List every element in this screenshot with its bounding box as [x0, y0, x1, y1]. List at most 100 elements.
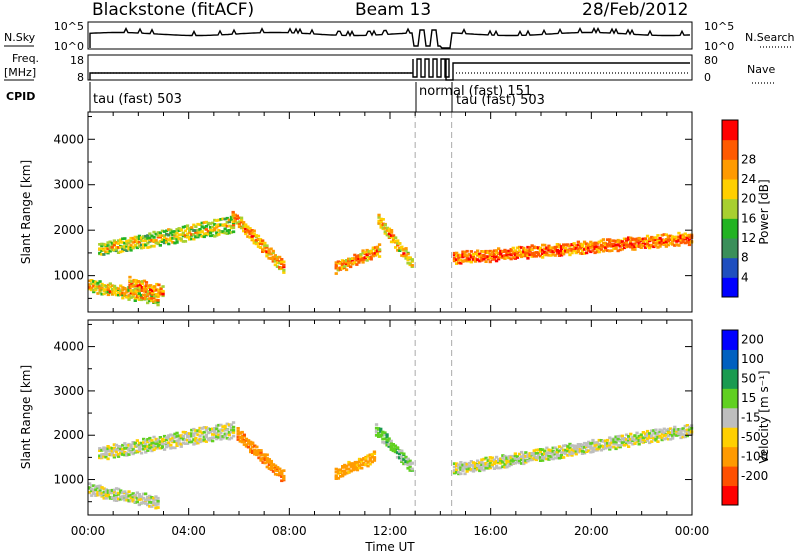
data-cell: [465, 254, 469, 258]
nave-tick-low: 0: [704, 71, 711, 84]
data-cell: [192, 434, 196, 438]
data-cell: [144, 237, 148, 240]
data-cell: [608, 243, 612, 247]
data-cell: [144, 445, 148, 448]
data-cell: [119, 250, 123, 254]
data-cell: [513, 454, 517, 458]
data-cell: [471, 461, 476, 464]
data-cell: [641, 244, 645, 248]
data-cell: [562, 252, 566, 256]
data-cell: [541, 243, 545, 247]
data-cell: [455, 462, 459, 466]
data-cell: [536, 246, 541, 249]
data-cell: [503, 465, 507, 469]
data-cell: [526, 455, 530, 459]
data-cell: [263, 244, 267, 247]
data-cell: [94, 288, 98, 292]
data-cell: [606, 249, 610, 252]
data-cell: [229, 224, 234, 228]
data-cell: [336, 477, 341, 480]
data-cell: [482, 468, 486, 472]
data-cell: [593, 444, 597, 447]
data-cell: [146, 292, 151, 296]
data-cell: [121, 249, 125, 253]
data-cell: [555, 252, 559, 255]
data-cell: [219, 435, 223, 438]
data-cell: [238, 432, 242, 435]
data-cell: [520, 462, 524, 465]
data-cell: [188, 235, 192, 239]
data-cell: [152, 501, 156, 505]
data-cell: [106, 250, 110, 254]
data-cell: [200, 230, 204, 233]
data-cell: [662, 437, 666, 441]
data-cell: [394, 246, 398, 249]
data-cell: [564, 246, 568, 250]
data-cell: [112, 239, 116, 243]
data-cell: [213, 227, 217, 230]
data-cell: [129, 246, 133, 249]
data-cell: [152, 441, 156, 445]
data-cell: [100, 492, 104, 495]
data-cell: [131, 245, 135, 249]
data-cell: [347, 463, 351, 466]
data-cell: [104, 288, 108, 291]
data-cell: [673, 429, 677, 433]
data-cell: [656, 234, 660, 237]
data-cell: [177, 233, 181, 237]
data-cell: [620, 241, 624, 245]
data-cell: [517, 459, 522, 463]
data-cell: [215, 225, 219, 229]
data-cell: [175, 435, 179, 438]
data-cell: [200, 431, 204, 435]
data-cell: [471, 255, 476, 259]
data-cell: [530, 252, 534, 255]
data-cell: [643, 237, 648, 240]
data-cell: [578, 247, 583, 251]
data-cell: [141, 496, 146, 500]
data-cell: [373, 249, 378, 253]
data-cell: [534, 254, 538, 258]
data-cell: [492, 255, 497, 258]
data-cell: [162, 442, 167, 446]
data-cell: [196, 438, 200, 442]
data-cell: [520, 252, 524, 256]
data-cell: [685, 432, 689, 436]
data-cell: [513, 249, 517, 252]
data-cell: [130, 284, 134, 287]
data-cell: [334, 470, 338, 474]
data-cell: [391, 447, 395, 450]
data-cell: [379, 430, 383, 433]
data-cell: [102, 448, 106, 451]
data-cell: [559, 249, 564, 252]
data-cell: [136, 284, 140, 288]
data-cell: [608, 436, 612, 440]
data-cell: [593, 441, 597, 445]
data-cell: [566, 243, 570, 246]
data-cell: [235, 214, 239, 218]
data-cell: [654, 435, 658, 438]
data-cell: [229, 428, 234, 431]
data-cell: [102, 487, 106, 491]
data-cell: [108, 282, 112, 286]
data-cell: [501, 254, 505, 258]
data-cell: [627, 441, 631, 445]
data-cell: [349, 469, 353, 473]
data-cell: [538, 448, 543, 451]
data-cell: [336, 471, 341, 474]
data-cell: [158, 440, 162, 443]
data-cell: [582, 252, 587, 255]
data-cell: [457, 463, 461, 467]
data-cell: [185, 438, 190, 442]
data-cell: [564, 451, 568, 455]
data-cell: [467, 464, 471, 468]
data-cell: [463, 472, 467, 476]
data-cell: [137, 298, 141, 301]
data-cell: [549, 455, 553, 458]
data-cell: [217, 429, 221, 433]
data-cell: [171, 440, 175, 444]
data-cell: [639, 243, 643, 246]
data-cell: [104, 455, 108, 459]
data-cell: [183, 432, 188, 436]
data-cell: [202, 426, 206, 429]
